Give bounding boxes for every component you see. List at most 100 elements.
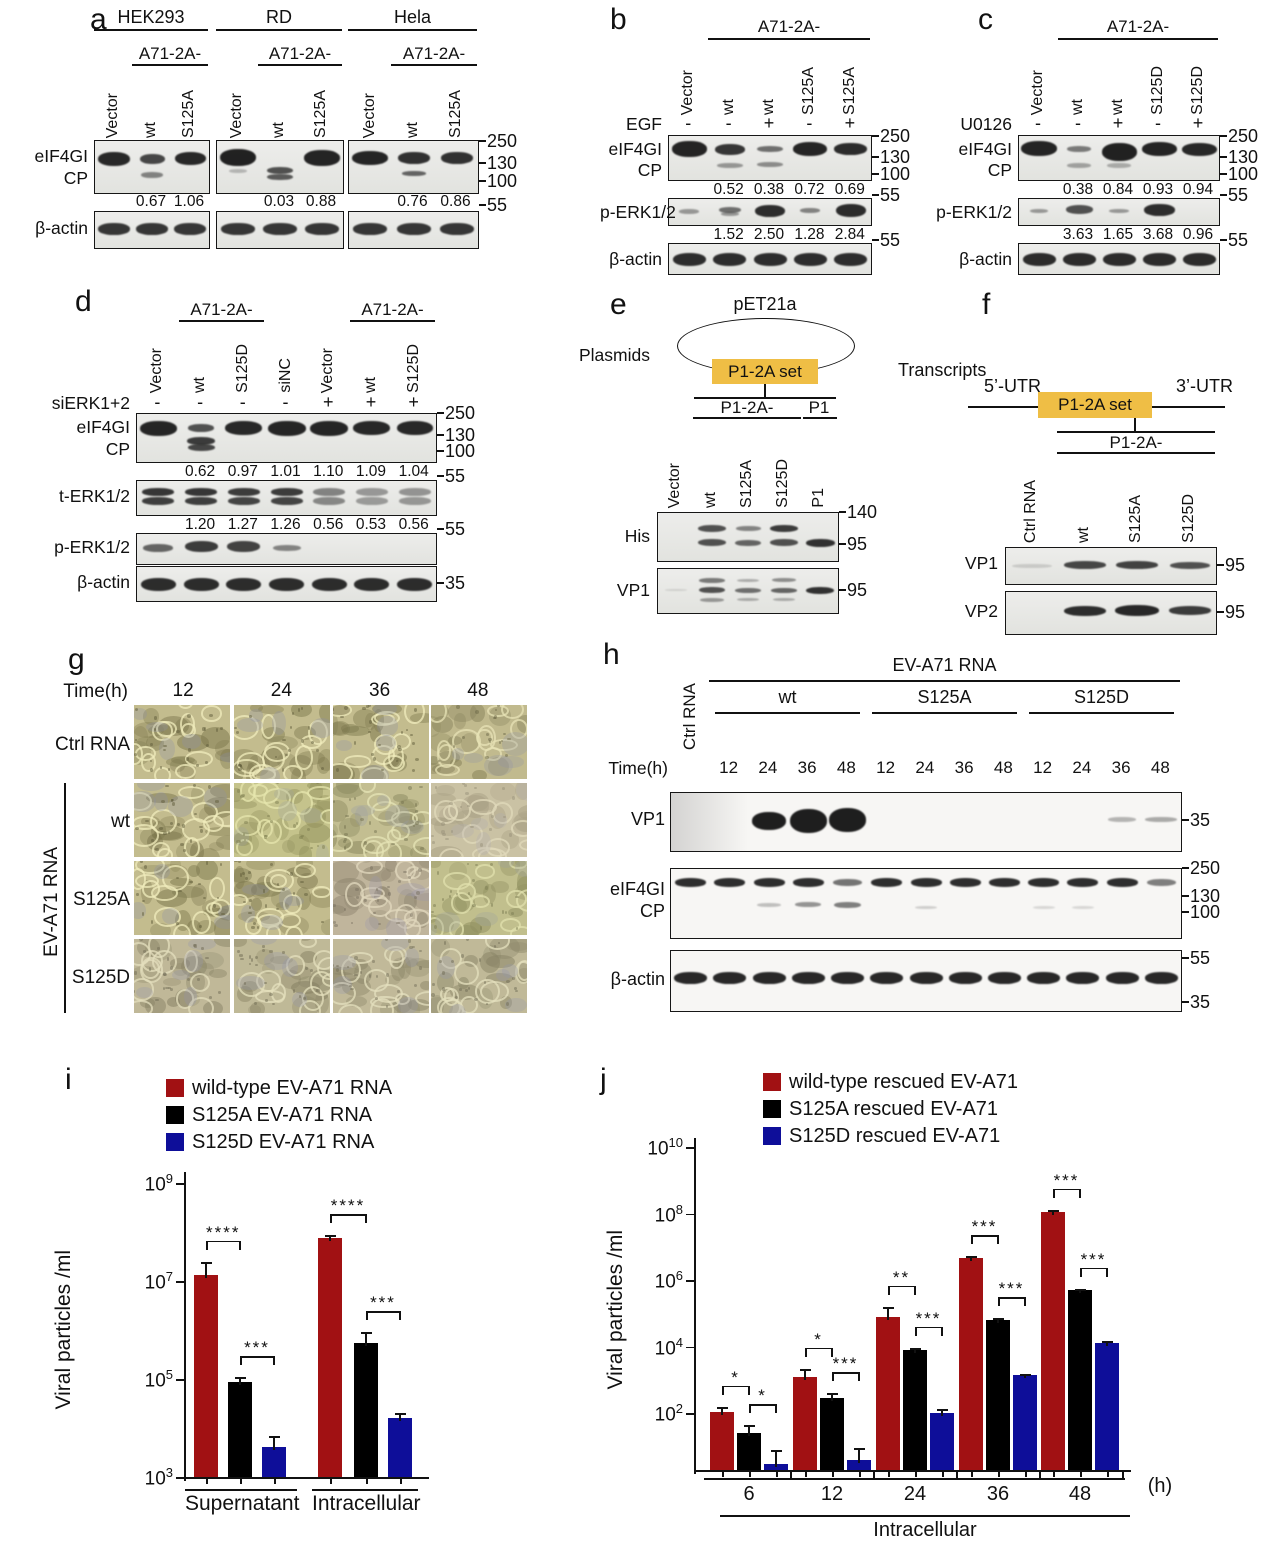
cell-texture [136,736,162,747]
cell-texture [456,705,460,710]
cell-texture [239,958,244,961]
cell-texture [272,710,286,735]
quant-value: 1.20 [184,516,216,533]
group-underline [693,417,801,419]
cell-texture [261,713,276,739]
cell-texture [215,728,219,732]
sig-bracket-leg [858,1372,860,1382]
blot-smudge [671,793,748,851]
cell-texture [172,802,175,806]
quant-value: 2.84 [834,226,865,243]
sig-bracket-leg [1024,1297,1026,1307]
error-cap [360,1332,372,1335]
side-group-label: EV-A71 RNA [40,846,62,957]
cell-texture [384,974,401,985]
diagram-label: Transcripts [898,360,987,380]
cell-texture [493,945,496,949]
cell-texture [487,737,492,742]
cell-texture [166,997,180,1008]
cell-texture [199,925,202,929]
y-tick [176,1281,184,1283]
bar-tick [971,1470,973,1477]
treatment-sign: + [844,113,856,133]
blot-band [1182,252,1216,266]
micrograph [333,783,429,857]
cell-texture [368,821,372,826]
chart-legend: wild-type EV-A71 RNA S125A EV-A71 RNA S125… [166,1078,392,1152]
cell-texture [209,995,213,999]
cell-texture [367,705,371,707]
error-bar [997,1318,999,1323]
cell-texture [240,872,243,877]
group-label: 12 [820,1483,844,1505]
cell-texture [348,984,353,988]
treatment-sign: - [154,392,161,412]
y-tick [176,1183,184,1185]
error-cap [799,1368,811,1371]
lane-label: Ctrl RNA [1022,479,1040,543]
cell-texture [276,783,279,784]
treatment-sign: - [282,392,289,412]
cell-texture [161,907,180,925]
error-bar [914,1347,916,1354]
cell-texture [509,718,527,740]
cell-texture [255,970,282,993]
cell-texture [431,910,434,914]
cell-texture [360,971,363,975]
blot-band [1142,252,1176,266]
cell-texture [448,1004,466,1013]
lane-label: wt [142,122,159,138]
cell-texture [418,867,422,872]
group-underline [870,1478,960,1480]
lane-label: S125A [840,66,858,115]
cell-texture [412,836,429,856]
blot-band [1022,252,1056,266]
cell-texture [291,790,313,815]
micrograph [431,939,527,1013]
blot-eif4gi [668,135,872,181]
quant-value: 0.88 [305,193,337,210]
group-separator [1039,1470,1041,1478]
cell-texture [248,962,251,966]
cell-texture [262,962,276,975]
y-tick [686,1213,694,1216]
cell-texture [498,741,502,744]
cell-texture [490,903,494,907]
error-bar [831,1393,833,1401]
cell-texture [362,707,366,711]
mw-marker: 100 [437,442,475,460]
mw-marker: 130 [1220,148,1258,166]
group-header: P1-2A- [720,398,774,417]
cell-texture [385,861,397,873]
blot-band [1065,205,1093,215]
cell-texture [315,843,329,857]
cell-texture [289,726,293,729]
blot-band [174,152,206,166]
cell-texture [319,705,330,723]
lane-label: wt [403,122,421,138]
cell-texture [278,800,298,822]
legend-label: S125A EV-A71 RNA [192,1104,373,1126]
cell-texture [150,920,154,924]
cell-texture [140,861,144,864]
panel-letter-e: e [610,288,627,321]
row-label-perk: p-ERK1/2 [600,202,676,222]
quant-value: 0.96 [1182,226,1214,243]
quant-value: 0.03 [263,193,295,210]
cell-texture [216,896,220,900]
cell-texture [500,996,512,1009]
panel-letter-i: i [65,1063,72,1096]
cell-texture [136,783,166,791]
cell-texture [215,800,219,803]
cell-texture [412,945,415,949]
cell-texture [316,988,320,992]
cell-texture [514,861,527,877]
cell-texture [410,734,414,737]
quant-value: 0.94 [1182,181,1214,198]
cell-texture [344,881,364,908]
cell-texture [153,792,168,811]
cell-texture [303,892,308,896]
sig-bracket-leg [748,1385,750,1395]
cell-texture [515,961,527,985]
blot-band [227,487,260,496]
